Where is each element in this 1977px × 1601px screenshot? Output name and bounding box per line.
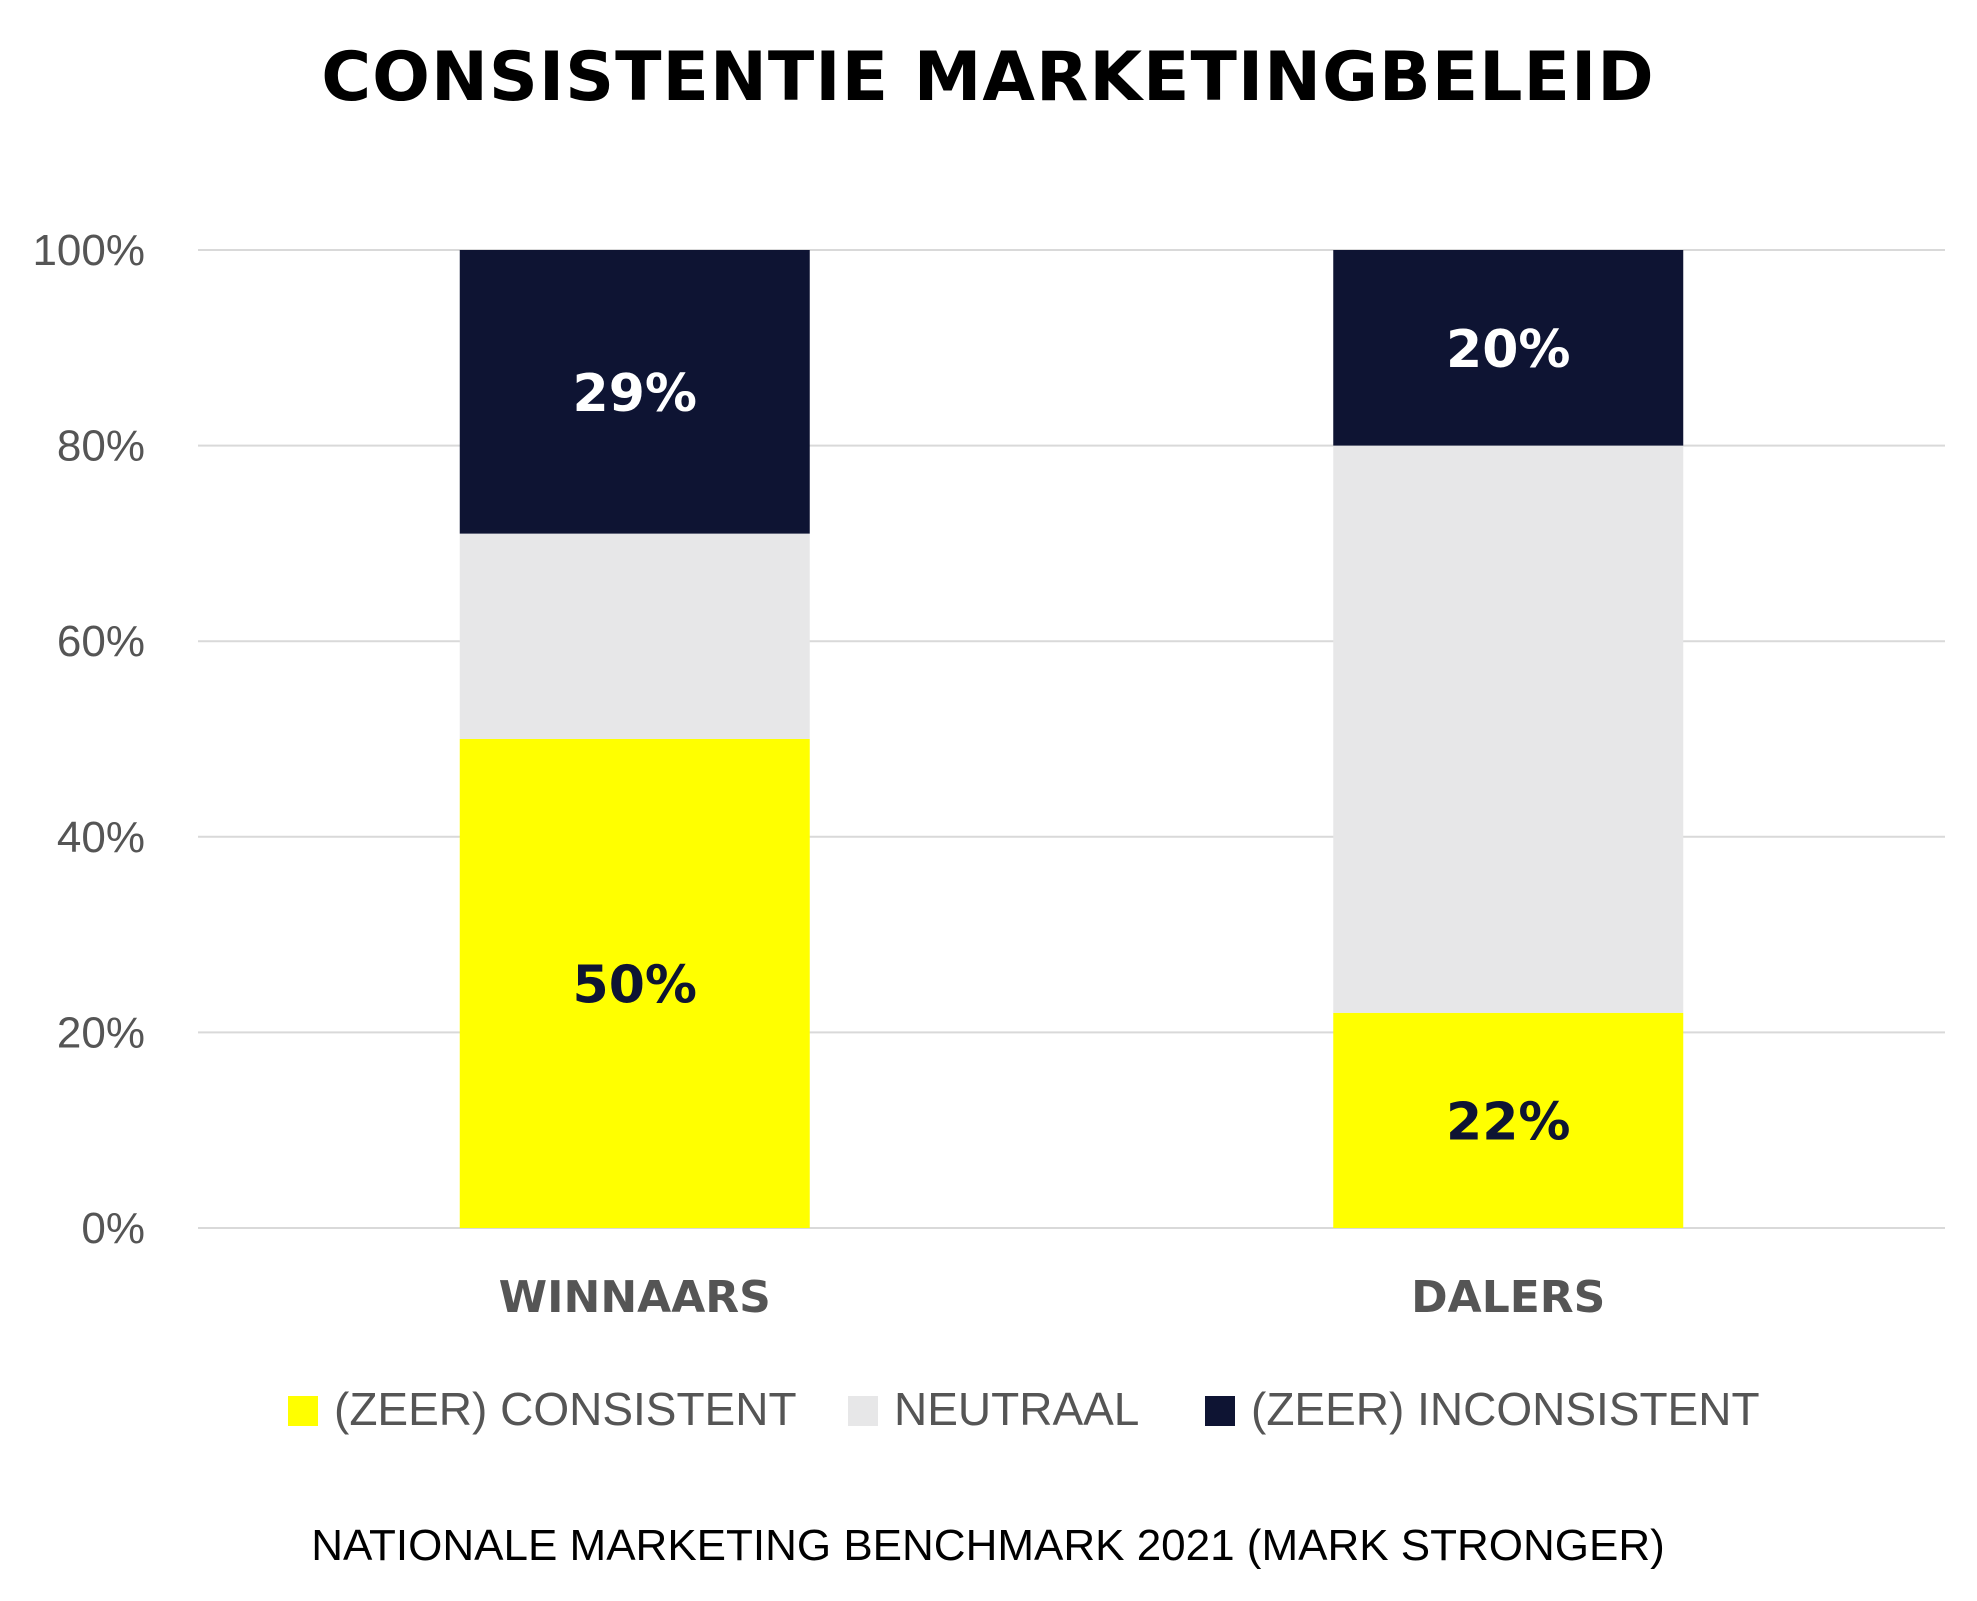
source-note: NATIONALE MARKETING BENCHMARK 2021 (MARK… xyxy=(311,1521,1665,1570)
chart-title: CONSISTENTIE MARKETINGBELEID xyxy=(321,38,1654,117)
data-label-dalers-series-2: 20% xyxy=(1446,320,1570,380)
legend-swatch-0 xyxy=(288,1396,318,1426)
data-label-winnaars-series-2: 29% xyxy=(573,364,697,424)
bar-winnaars-series-0 xyxy=(459,739,810,1228)
y-tick-label-60: 60% xyxy=(57,617,145,666)
y-tick-label-100: 100% xyxy=(32,226,145,275)
legend-swatch-1 xyxy=(848,1396,878,1426)
data-label-dalers-series-0: 22% xyxy=(1446,1092,1570,1152)
y-tick-label-0: 0% xyxy=(81,1204,145,1253)
y-axis-tick-labels: 0% 20% 40% 60% 80% 100% xyxy=(32,226,145,1253)
legend-swatch-2 xyxy=(1205,1396,1235,1426)
bars: 50% 29% 22% 20% xyxy=(459,250,1684,1228)
bar-winnaars-series-2 xyxy=(459,250,810,534)
legend-label-1: NEUTRAAL xyxy=(894,1383,1139,1435)
legend-label-0: (ZEER) CONSISTENT xyxy=(334,1383,797,1435)
category-label-winnaars: WINNAARS xyxy=(499,1272,771,1323)
data-label-winnaars-series-0: 50% xyxy=(573,956,697,1016)
legend-label-2: (ZEER) INCONSISTENT xyxy=(1251,1383,1760,1435)
y-tick-label-80: 80% xyxy=(57,422,145,471)
y-tick-label-40: 40% xyxy=(57,813,145,862)
category-label-dalers: DALERS xyxy=(1411,1272,1605,1323)
y-tick-label-20: 20% xyxy=(57,1008,145,1057)
bar-dalers-series-0 xyxy=(1333,1012,1684,1228)
legend: (ZEER) CONSISTENT NEUTRAAL (ZEER) INCONSIS… xyxy=(288,1383,1760,1435)
bar-dalers-series-1 xyxy=(1333,445,1684,1013)
bar-dalers-series-2 xyxy=(1333,250,1684,446)
bar-winnaars-series-1 xyxy=(459,533,810,739)
category-labels: WINNAARS DALERS xyxy=(499,1272,1606,1323)
